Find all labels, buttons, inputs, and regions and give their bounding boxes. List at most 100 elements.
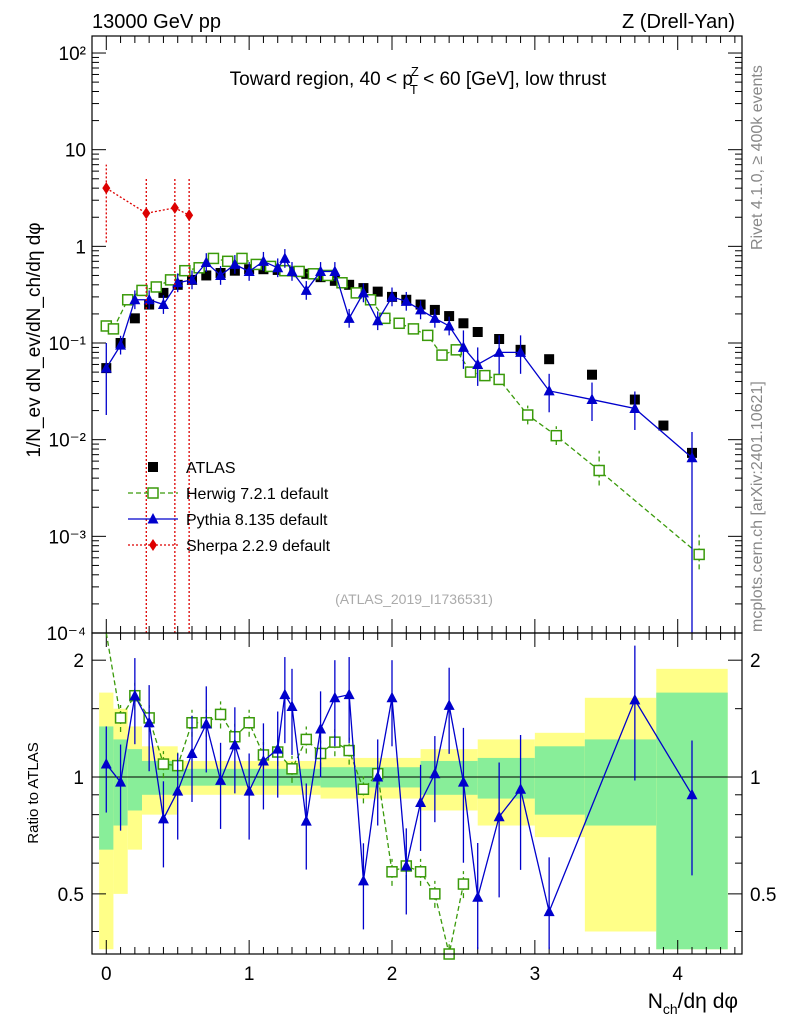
data-point	[102, 182, 111, 195]
data-point	[344, 279, 355, 290]
ratio-point	[100, 758, 112, 769]
data-point	[129, 293, 141, 305]
data-point	[386, 290, 398, 302]
data-point	[686, 451, 698, 463]
main-y-tick-label: 10⁻³	[49, 527, 87, 548]
side-label-mcplots: mcplots.cern.ch [arXiv:2401.10621]	[749, 381, 766, 632]
ratio-point	[357, 783, 370, 796]
series-herwig	[100, 252, 705, 570]
data-point	[150, 281, 163, 293]
data-point	[185, 209, 194, 222]
ratio-y-tick-label-right: 2	[750, 651, 761, 672]
legend-marker	[148, 462, 158, 472]
ratio-point	[414, 866, 427, 878]
data-point	[457, 341, 469, 352]
ratio-band-inner	[420, 760, 478, 795]
ratio-x-tick-label: 1	[244, 964, 255, 985]
data-point	[100, 362, 112, 373]
x-axis-label-post: /dη dφ	[678, 990, 738, 1013]
ratio-point	[172, 785, 184, 796]
data-point	[443, 319, 455, 331]
legend-entry: Herwig 7.2.1 default	[128, 486, 329, 503]
data-point	[515, 346, 527, 357]
series-atlas	[101, 264, 697, 458]
ratio-point	[386, 866, 398, 878]
data-point	[415, 303, 427, 315]
data-point	[429, 312, 441, 323]
data-point	[193, 262, 205, 274]
data-point	[142, 207, 151, 220]
data-point	[593, 464, 605, 477]
data-point	[421, 329, 434, 342]
ratio-point	[114, 712, 127, 724]
x-axis-label: Nch/dη dφ	[648, 990, 738, 1017]
ratio-band-inner	[584, 739, 657, 826]
data-point	[186, 273, 198, 285]
ratio-point	[357, 874, 369, 886]
ratio-point	[543, 905, 555, 917]
main-y-tick-label: 10⁻²	[49, 431, 87, 452]
data-point	[693, 548, 705, 561]
ratio-y-tick-label-right: 0.5	[750, 885, 776, 906]
ratio-point	[400, 859, 412, 871]
ratio-band-inner	[534, 746, 585, 815]
data-point	[136, 284, 148, 297]
data-point	[393, 317, 405, 330]
legend-marker	[149, 539, 157, 551]
ratio-point	[129, 689, 141, 701]
ratio-x-tick-label: 2	[387, 964, 398, 985]
data-point	[479, 369, 491, 382]
legend-entry: Pythia 8.135 default	[128, 512, 328, 529]
side-label-rivet: Rivet 4.1.0, ≥ 400k events	[749, 65, 766, 250]
data-point	[372, 286, 383, 297]
data-point	[364, 294, 377, 306]
data-point	[458, 318, 469, 329]
main-panel: Toward region, 40 < pZ T < 60 [GeV], low …	[47, 35, 743, 645]
data-point	[257, 255, 269, 266]
data-point	[357, 286, 369, 298]
ratio-band-inner	[477, 757, 535, 799]
data-point	[543, 384, 555, 396]
ratio-y-tick-label: 1	[73, 768, 84, 789]
ratio-point	[215, 774, 227, 785]
legend-marker	[147, 487, 159, 499]
ratio-y-tick-label: 2	[73, 651, 84, 672]
main-title-post: < 60 [GeV], low thrust	[418, 69, 607, 90]
ratio-point	[629, 693, 641, 705]
data-point	[493, 373, 505, 386]
data-point	[158, 287, 169, 298]
main-ylabel: 1/N_ev dN_ev/dN_ch/dη dφ	[24, 222, 45, 457]
ratio-point	[229, 738, 241, 750]
ratio-point	[286, 763, 298, 775]
data-point	[107, 323, 120, 335]
data-point	[336, 277, 348, 289]
data-point	[629, 402, 641, 414]
data-point	[115, 339, 127, 350]
ratio-point	[157, 812, 169, 824]
ratio-point	[343, 744, 355, 757]
ratio-point	[300, 815, 312, 826]
ratio-ylabel: Ratio to ATLAS	[25, 742, 42, 843]
ratio-point	[372, 771, 384, 782]
data-point	[436, 349, 448, 361]
data-point	[586, 393, 598, 405]
data-point	[444, 311, 455, 322]
main-title-pre: Toward region, 40 < p	[230, 69, 413, 90]
series-line	[105, 187, 190, 216]
main-title-sub: T	[410, 82, 418, 97]
main-title: Toward region, 40 < pZ T < 60 [GeV], low …	[230, 64, 607, 97]
data-point	[170, 201, 179, 214]
ratio-point	[429, 888, 441, 900]
x-axis-label-pre: N	[648, 990, 663, 1013]
ratio-point	[315, 722, 327, 734]
ratio-point	[286, 700, 298, 711]
main-y-tick-label: 10⁻¹	[49, 334, 87, 355]
ratio-point	[257, 754, 269, 766]
legend-entry: Sherpa 2.2.9 default	[128, 538, 331, 555]
main-y-tick-label: 10⁻⁴	[47, 624, 86, 645]
data-point	[472, 326, 483, 337]
ratio-point	[457, 776, 469, 787]
data-point	[550, 429, 563, 442]
ratio-point	[300, 733, 313, 746]
legend-marker	[147, 513, 159, 524]
